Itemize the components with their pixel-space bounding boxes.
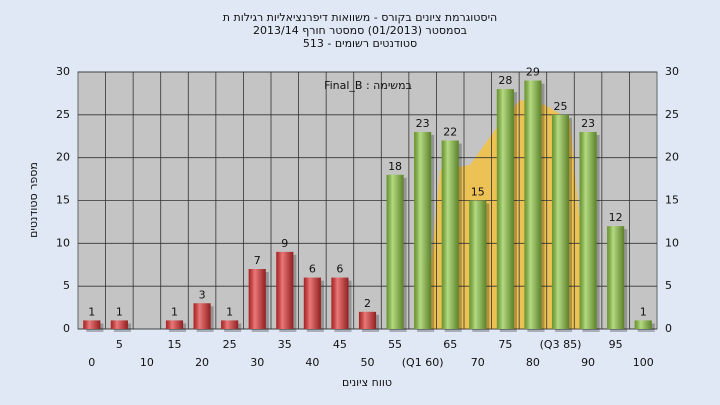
value-label: 3 xyxy=(199,288,206,301)
value-label: 1 xyxy=(171,305,178,318)
x-tick-label: 75 xyxy=(498,338,512,351)
x-tick-label: 50 xyxy=(361,356,375,369)
y-tick-label: 5 xyxy=(63,279,70,292)
bar-shading xyxy=(221,320,239,329)
x-tick-label: 20 xyxy=(195,356,209,369)
bar-shading xyxy=(276,251,294,329)
x-tick-label: 40 xyxy=(305,356,319,369)
x-tick-label: (Q3 85) xyxy=(540,338,582,351)
x-tick-label: (Q1 60) xyxy=(402,356,444,369)
value-label: 6 xyxy=(336,263,343,276)
value-label: 18 xyxy=(388,160,402,173)
value-label: 9 xyxy=(281,237,288,250)
bar-shading xyxy=(414,131,432,329)
x-tick-label: 5 xyxy=(116,338,123,351)
value-label: 25 xyxy=(554,100,568,113)
x-axis-label: טווח ציונים xyxy=(342,376,392,389)
value-label: 1 xyxy=(116,305,123,318)
value-label: 7 xyxy=(254,254,261,267)
y-tick-label: 15 xyxy=(56,194,70,207)
y2-tick-label: 5 xyxy=(665,279,672,292)
value-label: 1 xyxy=(226,305,233,318)
x-tick-label: 25 xyxy=(223,338,237,351)
x-tick-label: 100 xyxy=(633,356,654,369)
value-label: 23 xyxy=(416,117,430,130)
value-label: 29 xyxy=(526,66,540,79)
value-label: 15 xyxy=(471,186,485,199)
value-label: 12 xyxy=(609,211,623,224)
x-tick-label: 65 xyxy=(443,338,457,351)
y2-tick-label: 25 xyxy=(665,108,679,121)
y-axis-label: מספר סטודנטים xyxy=(27,162,40,238)
bar-shading xyxy=(303,277,321,329)
bar-shading xyxy=(331,277,349,329)
y2-tick-label: 20 xyxy=(665,151,679,164)
y-tick-label: 0 xyxy=(63,322,70,335)
y2-tick-label: 30 xyxy=(665,65,679,78)
y-tick-label: 30 xyxy=(56,65,70,78)
bar-shading xyxy=(607,226,625,329)
bar-shading xyxy=(358,311,377,329)
bar-shading xyxy=(248,269,266,329)
bar-shading xyxy=(634,320,652,329)
bar-shading xyxy=(469,200,487,329)
y-tick-label: 25 xyxy=(56,108,70,121)
x-tick-label: 70 xyxy=(471,356,485,369)
x-tick-label: 45 xyxy=(333,338,347,351)
x-tick-label: 95 xyxy=(609,338,623,351)
x-tick-label: 10 xyxy=(140,356,154,369)
y2-tick-label: 10 xyxy=(665,236,679,249)
chart-subtitle: סטודנטים רשומים - 513 xyxy=(303,37,417,50)
bar-shading xyxy=(83,320,101,329)
bar-shading xyxy=(165,320,184,329)
y2-tick-label: 0 xyxy=(665,322,672,335)
bar-shading xyxy=(551,114,570,329)
x-tick-label: 80 xyxy=(526,356,540,369)
chart-title: היסטוגרמת ציונים בקורס - משוואות דיפרנצי… xyxy=(223,11,497,24)
bar-shading xyxy=(524,80,542,329)
value-label: 1 xyxy=(640,305,647,318)
x-tick-label: 55 xyxy=(388,338,402,351)
value-label: 28 xyxy=(498,74,512,87)
x-tick-label: 0 xyxy=(88,356,95,369)
y-tick-label: 20 xyxy=(56,151,70,164)
bar-shading xyxy=(441,140,459,329)
value-label: 1 xyxy=(88,305,95,318)
value-label: 2 xyxy=(364,297,371,310)
value-label: 6 xyxy=(309,263,316,276)
value-label: 23 xyxy=(581,117,595,130)
x-tick-label: 90 xyxy=(581,356,595,369)
bar-shading xyxy=(110,320,128,329)
x-tick-label: 15 xyxy=(168,338,182,351)
value-label: 22 xyxy=(443,126,457,139)
bar-shading xyxy=(386,174,404,329)
annotation: במשימה : Final_B xyxy=(324,79,412,92)
y2-tick-label: 15 xyxy=(665,194,679,207)
bar-shading xyxy=(579,131,597,329)
x-tick-label: 35 xyxy=(278,338,292,351)
x-tick-label: 30 xyxy=(250,356,264,369)
y-tick-label: 10 xyxy=(56,236,70,249)
bar-shading xyxy=(496,89,514,329)
chart-subtitle: בסמסטר (01/2013) סמסטר חורף 2013/14 xyxy=(253,24,467,37)
bar-shading xyxy=(193,303,211,329)
